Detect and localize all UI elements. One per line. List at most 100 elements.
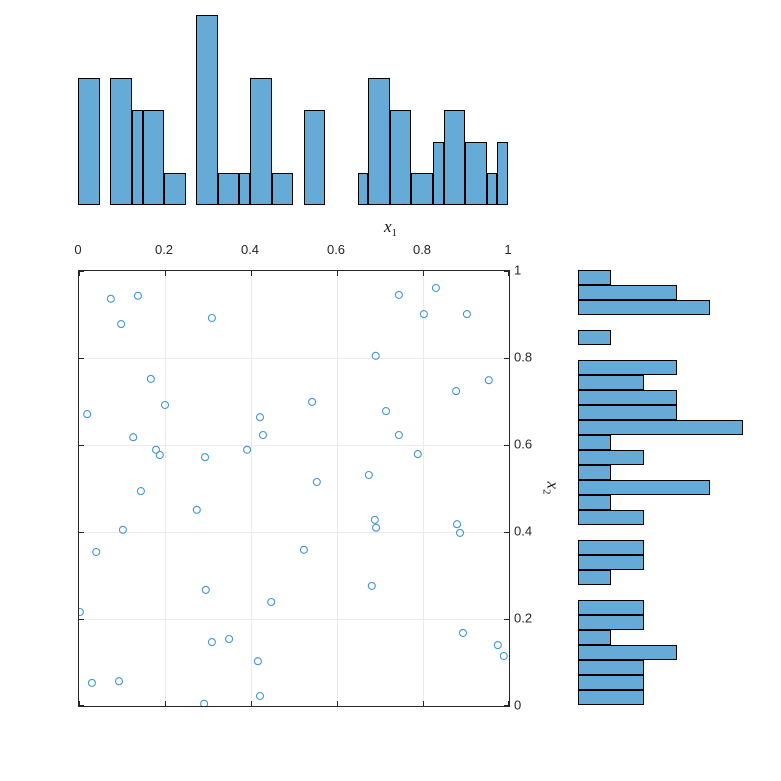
scatter-point (431, 283, 440, 293)
top-histogram-bar (497, 141, 508, 205)
scatter-point (394, 430, 403, 440)
right-histogram-bar (578, 644, 677, 661)
top-histogram-bar (271, 173, 293, 205)
scatter-point (452, 520, 462, 529)
scatter-point (484, 376, 493, 385)
x2-label-subscript: 2 (540, 488, 553, 495)
scatter-point (255, 691, 265, 701)
right-histogram-bar (578, 510, 644, 525)
scatter-point (155, 450, 164, 460)
scatter-point (136, 487, 145, 496)
scatter-point (201, 585, 210, 594)
top-histogram-bar (164, 173, 186, 205)
right-histogram-bar (578, 614, 644, 631)
grid-line-horizontal (79, 619, 509, 620)
scatter-point (370, 515, 379, 524)
top-histogram-bar (443, 110, 465, 205)
scatter-point (462, 310, 471, 319)
x-tick-label: 0.6 (326, 242, 346, 257)
y-tick-label: 0.6 (514, 436, 533, 452)
y-tick-mark (79, 705, 84, 706)
scatter-point (381, 407, 391, 416)
scatter-point (255, 413, 265, 422)
top-histogram-bar (357, 173, 369, 205)
x-tick-labels: 0 0.2 0.4 0.6 0.8 1 (74, 242, 511, 260)
y-tick-label: 0.8 (514, 349, 533, 365)
right-histogram-bar (578, 374, 644, 391)
right-histogram-bar (578, 570, 611, 585)
right-histogram-bar (578, 300, 710, 315)
scatter-point (200, 699, 209, 706)
top-histogram-bar (411, 173, 433, 205)
scatter-point (207, 638, 216, 647)
top-histogram-bar (110, 78, 132, 205)
top-histogram-bar (432, 141, 444, 205)
scatter-point (458, 628, 468, 637)
right-histogram-bar (578, 390, 677, 405)
scatter-point (243, 445, 252, 454)
top-histogram-bar (217, 173, 240, 205)
scatter-point (151, 445, 161, 454)
right-histogram-bar (578, 330, 611, 345)
x2-label-rotated: x2 (541, 481, 563, 494)
x-tick-mark (423, 701, 424, 706)
scatter-point (83, 410, 92, 419)
right-histogram-bar (578, 540, 644, 555)
scatter-point (192, 505, 201, 514)
y-tick-mark (504, 532, 509, 533)
top-histogram-bar (486, 173, 498, 205)
right-histogram-bar (578, 690, 644, 705)
right-histogram-bar (578, 450, 644, 465)
scatter-point (299, 545, 308, 554)
y-tick-mark (504, 271, 509, 272)
x-tick-mark (79, 701, 80, 706)
top-histogram (78, 15, 508, 205)
top-histogram-bar (196, 15, 218, 205)
top-histogram-bar (368, 78, 390, 205)
right-histogram-bar (578, 674, 644, 691)
grid-line-vertical (251, 271, 252, 706)
scatter-point (258, 430, 268, 440)
right-histogram-bar (578, 554, 644, 571)
x-tick-mark (251, 271, 252, 276)
x-tick-mark (337, 271, 338, 276)
top-histogram-bar (142, 110, 164, 205)
scatter-point (207, 313, 216, 323)
y-tick-mark (79, 619, 84, 620)
y-tick-mark (504, 358, 509, 359)
y-tick-label: 0.4 (514, 523, 533, 539)
top-histogram-bar (78, 78, 100, 205)
scatter-point (129, 433, 138, 442)
scatter-point (117, 320, 126, 329)
x-tick-label: 0.2 (154, 242, 174, 257)
y-tick-mark (504, 445, 509, 446)
scatter-point (160, 400, 170, 410)
scatter-point (452, 387, 461, 396)
scatter-point (499, 651, 508, 661)
grid-line-horizontal (79, 358, 509, 359)
scatter-point (493, 641, 502, 650)
x-tick-mark (165, 271, 166, 276)
x-tick-mark (508, 701, 509, 706)
x-tick-label: 0.8 (412, 242, 432, 257)
scatter-point (413, 450, 422, 459)
right-histogram-bar (578, 270, 611, 285)
scatter-point (455, 528, 465, 537)
x1-axis-label: x1 (0, 215, 781, 239)
top-histogram-bar (239, 173, 250, 205)
grid-line-horizontal (79, 532, 509, 533)
x-tick-label: 0.4 (240, 242, 260, 257)
scatter-point (114, 677, 124, 686)
x1-label-subscript: 1 (391, 227, 398, 239)
scatter-point (312, 477, 321, 487)
scatter-point (133, 291, 142, 300)
grid-line-vertical (337, 271, 338, 706)
right-histogram-bar (578, 404, 677, 421)
y-tick-label: 0 (514, 697, 522, 713)
scatter-point (419, 310, 428, 319)
scatter-point (372, 523, 381, 532)
scatter-point (225, 634, 234, 644)
x2-label-var: x (543, 480, 563, 489)
grid-line-horizontal (79, 445, 509, 446)
